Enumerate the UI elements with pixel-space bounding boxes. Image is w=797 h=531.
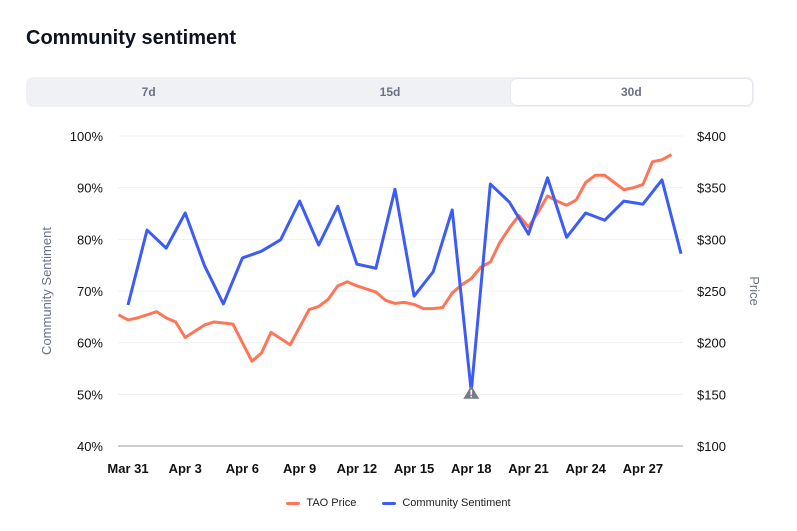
- legend-label: TAO Price: [306, 497, 357, 509]
- legend-item-price[interactable]: TAO Price: [286, 497, 356, 509]
- legend-swatch: [286, 501, 301, 505]
- x-tick: Apr 24: [565, 461, 606, 476]
- y-axis-left-label: Community Sentiment: [39, 227, 54, 355]
- x-tick: Apr 27: [623, 461, 663, 476]
- tab-30d[interactable]: 30d: [510, 79, 752, 105]
- range-tabs: 7d 15d 30d: [26, 77, 754, 107]
- tab-7d[interactable]: 7d: [141, 85, 156, 99]
- x-tick: Apr 3: [169, 461, 202, 476]
- y-tick-right: $250: [697, 284, 726, 299]
- y-tick-left: 50%: [77, 387, 103, 402]
- legend: TAO Price Community Sentiment: [0, 497, 797, 509]
- x-tick: Apr 15: [394, 461, 434, 476]
- x-tick: Mar 31: [107, 461, 148, 476]
- y-tick-left: 70%: [77, 284, 103, 299]
- y-tick-right: $350: [697, 181, 726, 196]
- y-tick-right: $100: [697, 439, 726, 454]
- legend-swatch: [382, 501, 397, 505]
- x-tick: Apr 6: [226, 461, 259, 476]
- y-tick-right: $300: [697, 232, 726, 247]
- sentiment-line: [126, 176, 683, 394]
- y-tick-right: $200: [697, 336, 726, 351]
- y-tick-right: $400: [697, 129, 726, 144]
- x-tick: Apr 18: [451, 461, 491, 476]
- y-tick-left: 90%: [77, 181, 103, 196]
- warning-icon[interactable]: [463, 385, 480, 399]
- y-tick-right: $150: [697, 387, 726, 402]
- tab-15d[interactable]: 15d: [379, 85, 401, 99]
- y-tick-left: 80%: [77, 232, 103, 247]
- x-tick: Apr 9: [283, 461, 316, 476]
- x-tick: Apr 12: [337, 461, 377, 476]
- legend-label: Community Sentiment: [402, 497, 511, 509]
- x-tick: Apr 21: [508, 461, 548, 476]
- y-tick-left: 100%: [70, 129, 104, 144]
- legend-item-sentiment[interactable]: Community Sentiment: [382, 497, 511, 509]
- y-tick-left: 40%: [77, 439, 103, 454]
- y-tick-left: 60%: [77, 336, 103, 351]
- y-axis-right-label: Price: [747, 276, 762, 306]
- page-title: Community sentiment: [26, 27, 237, 49]
